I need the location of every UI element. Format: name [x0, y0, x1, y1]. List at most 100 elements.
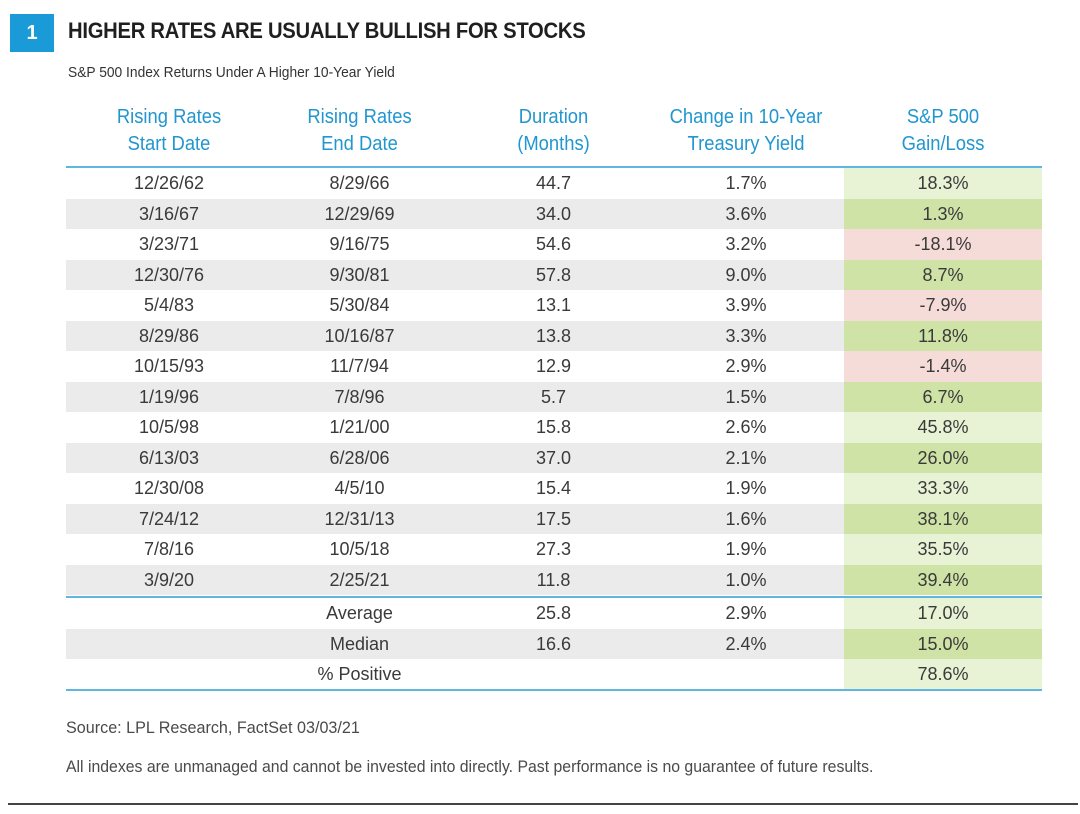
- cell-start-date: 3/23/71: [138, 234, 200, 254]
- cell-end-date: 1/21/00: [329, 417, 390, 437]
- figure-number-badge: 1: [10, 14, 54, 52]
- cell-gain-loss: 35.5%: [844, 534, 1042, 565]
- column-header-gain-loss: S&P 500 Gain/Loss: [852, 104, 1034, 164]
- cell-gain-loss: -1.4%: [844, 351, 1042, 382]
- cell-end-date: 4/5/10: [334, 478, 385, 498]
- cell-yield-change: 1.7%: [725, 173, 767, 193]
- cell-start-date: 1/19/96: [138, 386, 200, 407]
- cell-gain-loss: -18.1%: [844, 229, 1042, 260]
- cell-duration: 11.8: [536, 569, 571, 590]
- header-line: Rising Rates: [116, 106, 222, 128]
- summary-row: Median 16.6 2.4% 15.0%: [66, 628, 1042, 659]
- cell-duration: 12.9: [535, 356, 572, 376]
- cell-yield-change: 3.6%: [725, 203, 767, 224]
- cell-end-date: 8/29/66: [329, 173, 390, 193]
- cell-yield-change: 2.1%: [725, 447, 767, 468]
- cell-gain-loss: 39.4%: [844, 564, 1042, 595]
- cell-gain-loss: 18.3%: [844, 168, 1042, 199]
- table-row: 1/19/96 7/8/96 5.7 1.5% 6.7%: [66, 381, 1042, 412]
- summary-label: Average: [326, 603, 393, 623]
- cell-duration: 25.8: [535, 603, 572, 623]
- column-header-yield-change: Change in 10-Year Treasury Yield: [663, 104, 829, 164]
- summary-row: Average 25.8 2.9% 17.0%: [66, 598, 1042, 629]
- cell-start-date: 10/5/98: [138, 417, 200, 437]
- column-header-start-date: Rising Rates Start Date: [74, 104, 264, 164]
- header-line: Treasury Yield: [687, 133, 805, 155]
- table-row: 3/16/67 12/29/69 34.0 3.6% 1.3%: [66, 198, 1042, 229]
- summary-label: % Positive: [317, 664, 402, 684]
- cell-gain-loss: 33.3%: [844, 473, 1042, 504]
- table-row: 10/5/98 1/21/00 15.8 2.6% 45.8%: [66, 412, 1042, 443]
- cell-yield-change: 3.3%: [725, 325, 767, 346]
- cell-start-date: 3/16/67: [138, 203, 200, 224]
- table-row: 5/4/83 5/30/84 13.1 3.9% -7.9%: [66, 290, 1042, 321]
- header-line: Gain/Loss: [901, 133, 985, 155]
- cell-end-date: 9/30/81: [329, 264, 390, 285]
- header-line: Duration: [518, 106, 589, 128]
- cell-duration: 27.3: [535, 539, 572, 559]
- cell-yield-change: 1.0%: [725, 569, 767, 590]
- header-line: (Months): [517, 133, 590, 155]
- column-header-duration: Duration (Months): [473, 104, 634, 164]
- cell-yield-change: 1.9%: [725, 539, 767, 559]
- cell-start-date: 12/26/62: [133, 173, 205, 193]
- cell-start-date: 5/4/83: [143, 295, 195, 315]
- cell-duration: 57.8: [535, 264, 572, 285]
- cell-gain-loss: 45.8%: [844, 412, 1042, 443]
- cell-duration: 37.0: [535, 447, 572, 468]
- cell-duration: 54.6: [535, 234, 572, 254]
- cell-yield-change: 2.9%: [725, 603, 767, 623]
- cell-yield-change: 9.0%: [725, 264, 767, 285]
- cell-yield-change: [656, 659, 836, 690]
- cell-gain-loss: 6.7%: [844, 381, 1042, 412]
- table-row: 7/8/16 10/5/18 27.3 1.9% 35.5%: [66, 534, 1042, 565]
- cell-start-date: 12/30/76: [133, 264, 205, 285]
- cell-duration: 15.8: [535, 417, 572, 437]
- table-row: 8/29/86 10/16/87 13.8 3.3% 11.8%: [66, 320, 1042, 351]
- data-table-body: 12/26/62 8/29/66 44.7 1.7% 18.3% 3/16/67 12/29…: [66, 168, 1042, 595]
- cell-yield-change: 1.5%: [725, 386, 767, 407]
- cell-yield-change: 1.6%: [725, 508, 767, 529]
- cell-end-date: 11/7/94: [330, 356, 389, 376]
- cell-end-date: 5/30/84: [329, 295, 390, 315]
- cell-end-date: 12/29/69: [324, 203, 395, 224]
- summary-table-body: Average 25.8 2.9% 17.0% Median 16.6 2.4% 15.0%%…: [66, 598, 1042, 690]
- cell-duration: 17.5: [535, 508, 572, 529]
- cell-gain-loss: 15.0%: [844, 628, 1042, 659]
- table-row: 12/30/08 4/5/10 15.4 1.9% 33.3%: [66, 473, 1042, 504]
- cell-end-date: 7/8/96: [334, 386, 385, 407]
- cell-yield-change: 1.9%: [725, 478, 767, 498]
- chart-subtitle: S&P 500 Index Returns Under A Higher 10-…: [68, 64, 395, 81]
- cell-end-date: 10/5/18: [329, 539, 390, 559]
- cell-end-date: 12/31/13: [324, 508, 395, 529]
- cell-yield-change: 3.9%: [725, 295, 767, 315]
- cell-duration: 13.8: [535, 325, 572, 346]
- chart-title: HIGHER RATES ARE USUALLY BULLISH FOR STO…: [68, 18, 586, 43]
- column-header-end-date: Rising Rates End Date: [279, 104, 440, 164]
- cell-yield-change: 2.6%: [725, 417, 767, 437]
- summary-row: % Positive 78.6%: [66, 659, 1042, 690]
- cell-end-date: 9/16/75: [329, 234, 390, 254]
- header-line: Change in 10-Year: [669, 106, 823, 128]
- cell-duration: 15.4: [535, 478, 572, 498]
- table-row: 6/13/03 6/28/06 37.0 2.1% 26.0%: [66, 442, 1042, 473]
- cell-gain-loss: 11.8%: [844, 320, 1042, 351]
- header-line: End Date: [321, 133, 398, 155]
- header-divider: [66, 166, 1042, 168]
- cell-yield-change: 3.2%: [725, 234, 767, 254]
- cell-start-date: 3/9/20: [143, 569, 195, 590]
- cell-start-date: 8/29/86: [138, 325, 200, 346]
- table-row: 3/23/71 9/16/75 54.6 3.2% -18.1%: [66, 229, 1042, 260]
- cell-duration: 13.1: [535, 295, 572, 315]
- cell-yield-change: 2.9%: [725, 356, 767, 376]
- header-line: S&P 500: [906, 106, 980, 128]
- page-bottom-rule: [8, 803, 1078, 805]
- cell-gain-loss: 26.0%: [844, 442, 1042, 473]
- cell-gain-loss: 17.0%: [844, 598, 1042, 629]
- table-row: 7/24/12 12/31/13 17.5 1.6% 38.1%: [66, 503, 1042, 534]
- source-note: Source: LPL Research, FactSet 03/03/21: [66, 718, 360, 737]
- cell-duration: 44.7: [535, 173, 572, 193]
- cell-start-date: 10/15/93: [133, 356, 205, 376]
- cell-duration: 34.0: [535, 203, 572, 224]
- cell-end-date: 10/16/87: [324, 325, 395, 346]
